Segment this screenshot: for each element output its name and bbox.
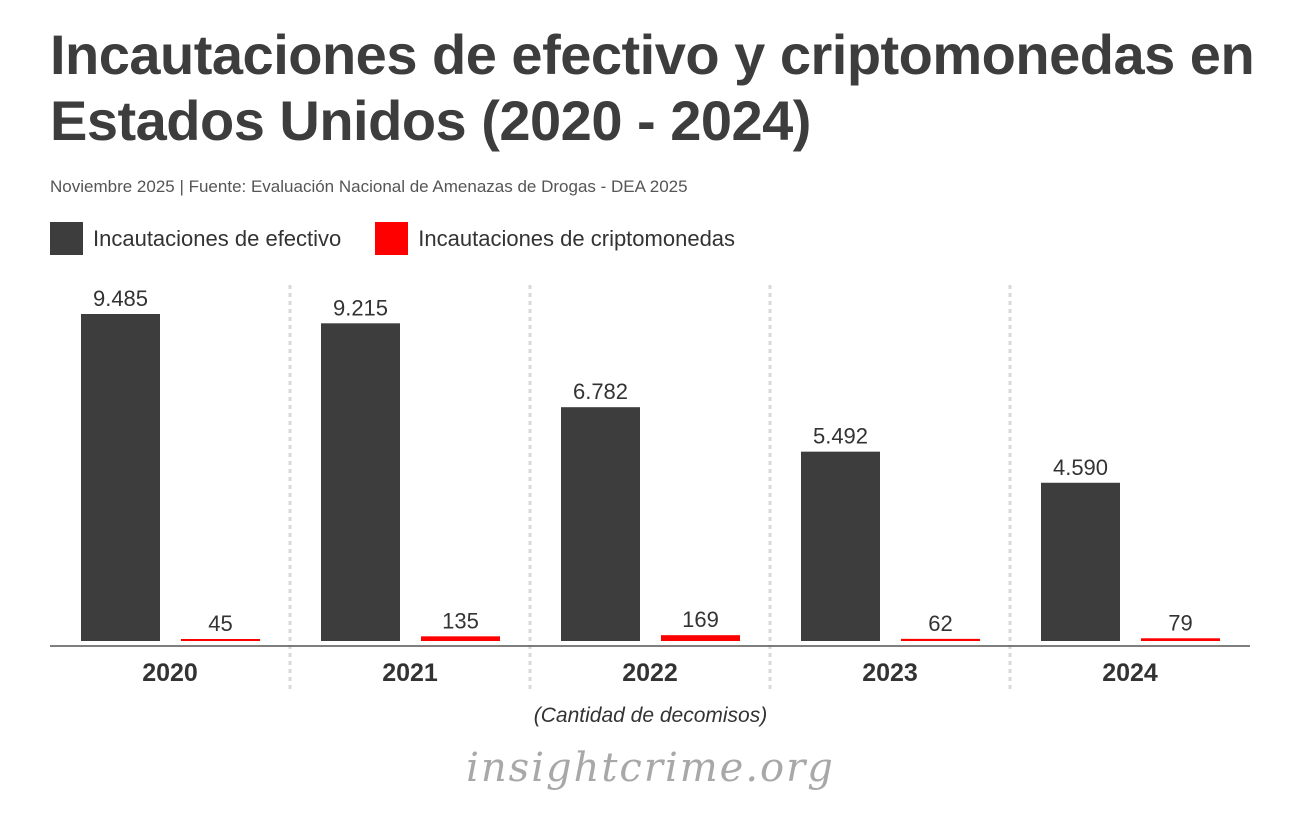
bar-crypto: [421, 636, 500, 641]
legend: Incautaciones de efectivo Incautaciones …: [50, 222, 769, 255]
data-label-crypto: 45: [208, 611, 232, 636]
bar-crypto: [1141, 638, 1220, 641]
x-tick-label: 2024: [1102, 659, 1158, 687]
bar-cash: [321, 323, 400, 641]
bar-cash: [801, 451, 880, 641]
data-label-crypto: 169: [682, 607, 719, 632]
bar-crypto: [661, 635, 740, 641]
chart-title: Incautaciones de efectivo y criptomoneda…: [50, 23, 1255, 152]
bar-crypto: [181, 639, 260, 641]
bar-cash: [561, 407, 640, 641]
x-tick-label: 2023: [862, 659, 918, 687]
x-tick-label: 2022: [622, 659, 678, 687]
bar-cash: [1041, 482, 1120, 641]
x-tick-label: 2020: [142, 659, 198, 687]
data-label-cash: 9.215: [333, 295, 388, 320]
chart-subtitle: Noviembre 2025 | Fuente: Evaluación Naci…: [50, 177, 688, 196]
legend-item-crypto: Incautaciones de criptomonedas: [375, 222, 735, 255]
bar-cash: [81, 314, 160, 641]
brand-watermark: insightcrime.org: [466, 745, 835, 791]
data-label-crypto: 79: [1168, 610, 1192, 635]
legend-swatch-cash: [50, 222, 83, 255]
legend-label-cash: Incautaciones de efectivo: [93, 225, 342, 251]
legend-label-crypto: Incautaciones de criptomonedas: [418, 225, 736, 251]
x-axis-label: (Cantidad de decomisos): [533, 704, 768, 727]
legend-item-cash: Incautaciones de efectivo: [50, 222, 341, 255]
data-label-cash: 9.485: [93, 286, 148, 311]
x-tick-label: 2021: [382, 659, 438, 687]
legend-swatch-crypto: [375, 222, 409, 255]
data-label-cash: 4.590: [1053, 455, 1108, 480]
data-label-cash: 5.492: [813, 424, 868, 449]
data-label-crypto: 135: [442, 608, 479, 633]
bar-crypto: [901, 638, 980, 641]
data-label-cash: 6.782: [573, 379, 628, 404]
data-label-crypto: 62: [928, 611, 952, 636]
